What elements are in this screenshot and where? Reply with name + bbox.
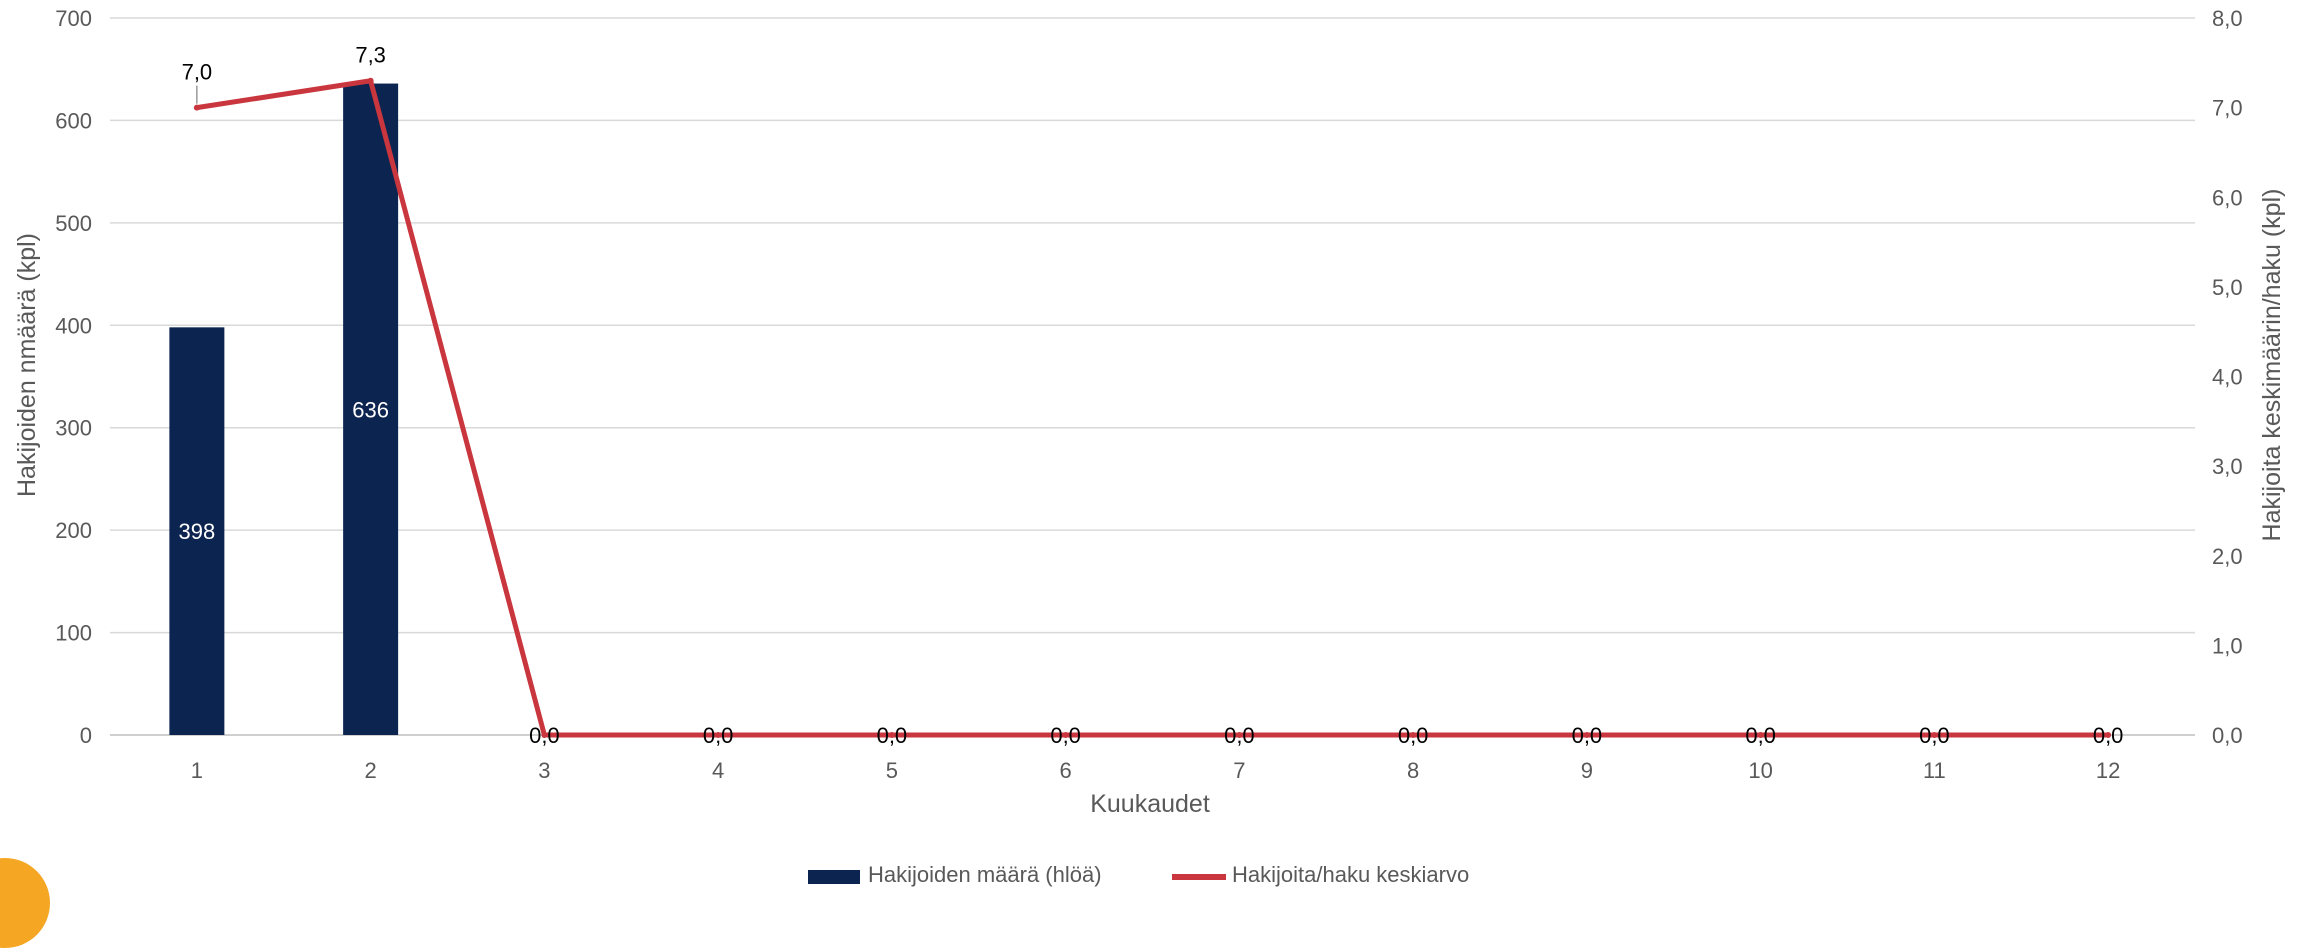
line-value-label: 7,3	[355, 43, 386, 68]
x-tick-label: 9	[1581, 758, 1593, 783]
line-point	[1062, 732, 1069, 738]
line-value-label: 0,0	[1919, 723, 1950, 748]
x-tick-label: 12	[2096, 758, 2120, 783]
line-point	[888, 732, 895, 738]
bar	[343, 83, 399, 736]
bar	[169, 327, 225, 735]
bar-value-label: 636	[352, 397, 389, 422]
x-tick-label: 1	[191, 758, 203, 783]
line-point	[2105, 732, 2112, 738]
line-point	[541, 732, 548, 738]
line-data-labels: 7,0 7,3 0,0 0,0 0,0 0,0 0,0 0,0 0,0 0,0 0,0 0,0	[182, 43, 2124, 748]
y2-tick-label: 7,0	[2212, 96, 2243, 121]
left-axis-ticks: 0 100 200 300 400 500 600 700	[55, 6, 92, 748]
legend-line-label: Hakijoita/haku keskiarvo	[1232, 862, 1469, 887]
x-tick-label: 11	[1923, 758, 1946, 783]
legend: Hakijoiden määrä (hlöä) Hakijoita/haku k…	[808, 862, 1469, 887]
line-point	[1583, 732, 1590, 738]
line-value-label: 7,0	[182, 60, 213, 85]
y2-tick-label: 4,0	[2212, 365, 2243, 390]
legend-bar-swatch	[808, 870, 860, 884]
line-series	[193, 77, 2112, 738]
x-axis-ticks: 1 2 3 4 5 6 7 8 9 10 11 12	[191, 758, 2121, 783]
y2-tick-label: 6,0	[2212, 185, 2243, 210]
line-value-label: 0,0	[1745, 723, 1776, 748]
line-point	[367, 77, 374, 84]
line-point	[193, 104, 200, 111]
y-tick-label: 100	[55, 621, 92, 646]
line-point	[1757, 732, 1764, 738]
legend-bar-label: Hakijoiden määrä (hlöä)	[868, 862, 1102, 887]
bar-value-label: 398	[179, 519, 216, 544]
y-tick-label: 300	[55, 416, 92, 441]
line-point	[715, 732, 722, 738]
x-tick-label: 5	[886, 758, 898, 783]
y2-tick-label: 2,0	[2212, 544, 2243, 569]
y-tick-label: 600	[55, 108, 92, 133]
y-tick-label: 700	[55, 6, 92, 31]
right-axis-ticks: 0,0 1,0 2,0 3,0 4,0 5,0 6,0 7,0 8,0	[2212, 6, 2243, 748]
line-point	[1410, 732, 1417, 738]
x-tick-label: 4	[712, 758, 724, 783]
line-point	[1236, 732, 1243, 738]
bar-series	[169, 83, 399, 736]
y2-tick-label: 1,0	[2212, 633, 2243, 658]
y-tick-label: 0	[80, 723, 92, 748]
line-value-label: 0,0	[703, 723, 734, 748]
x-tick-label: 2	[365, 758, 377, 783]
y2-tick-label: 0,0	[2212, 723, 2243, 748]
line-value-label: 0,0	[1050, 723, 1081, 748]
x-tick-label: 10	[1748, 758, 1772, 783]
y-tick-label: 200	[55, 518, 92, 543]
x-axis-title: Kuukaudet	[1090, 790, 1210, 818]
y2-tick-label: 5,0	[2212, 275, 2243, 300]
line-value-label: 0,0	[2093, 723, 2124, 748]
y2-axis-title: Hakijoita keskimäärin/haku (kpl)	[2258, 189, 2286, 542]
y-tick-label: 400	[55, 313, 92, 338]
line-value-label: 0,0	[1572, 723, 1603, 748]
line-value-label: 0,0	[529, 723, 560, 748]
x-tick-label: 6	[1060, 758, 1072, 783]
x-tick-label: 3	[538, 758, 550, 783]
line-value-label: 0,0	[877, 723, 908, 748]
line-value-label: 0,0	[1224, 723, 1255, 748]
line-point	[1931, 732, 1938, 738]
line-path	[196, 78, 2109, 738]
line-value-label: 0,0	[1398, 723, 1429, 748]
y-axis-title: Hakijoiden nmäärä (kpl)	[13, 233, 41, 497]
x-tick-label: 8	[1407, 758, 1419, 783]
x-tick-label: 7	[1233, 758, 1245, 783]
y2-tick-label: 3,0	[2212, 454, 2243, 479]
y-tick-label: 500	[55, 211, 92, 236]
y2-tick-label: 8,0	[2212, 6, 2243, 31]
bar-data-labels: 398 636	[179, 397, 389, 544]
gridlines	[110, 17, 2195, 736]
